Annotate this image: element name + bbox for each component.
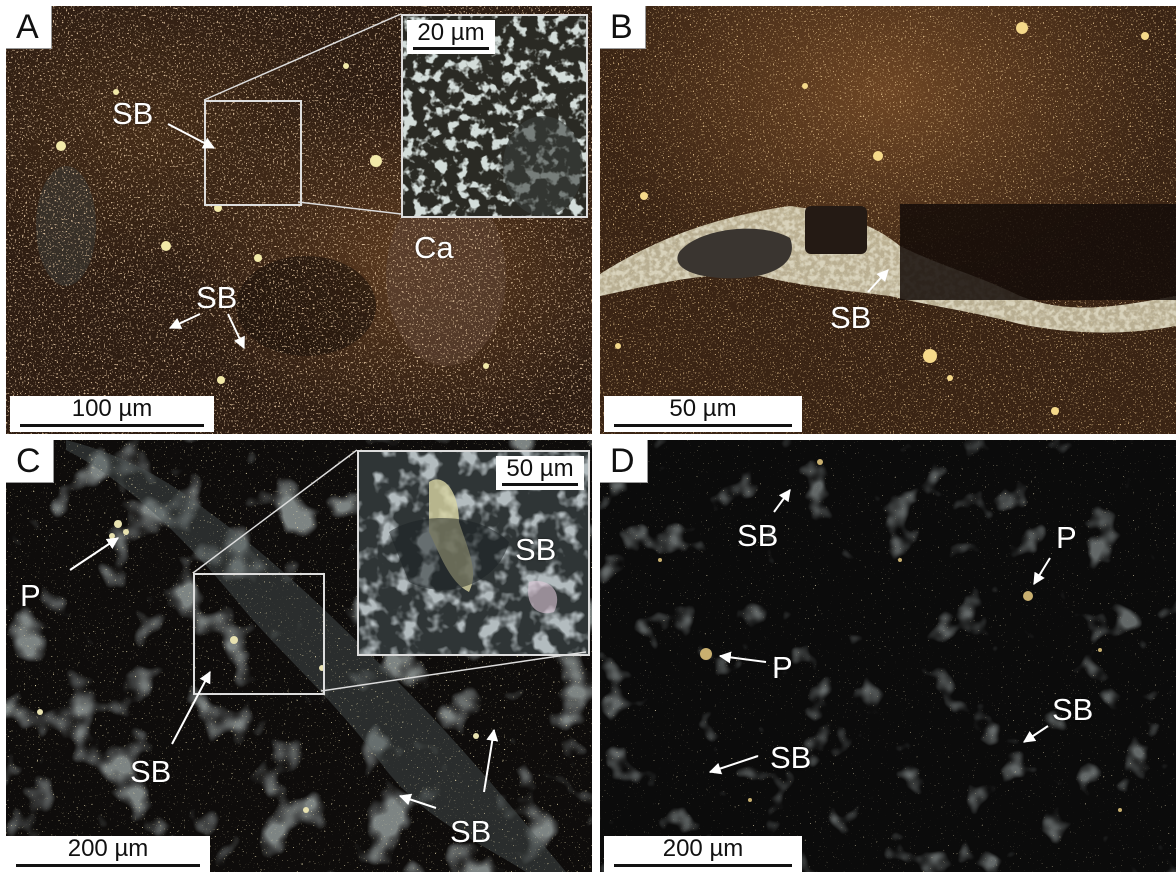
panel-a-letter: A	[6, 6, 52, 49]
panel-a-inset: 20 µm	[401, 14, 588, 218]
panel-b-scale-bar: 50 µm	[604, 396, 802, 432]
panel-a-scale-bar: 100 µm	[10, 396, 214, 432]
panel-a-inset-scale-label: 20 µm	[417, 19, 485, 46]
panel-c-inset-scale-bar: 50 µm	[496, 456, 584, 490]
panel-c-scale-bar: 200 µm	[6, 836, 210, 872]
panel-c-letter: C	[6, 440, 54, 483]
panel-a-label-ca: Ca	[414, 230, 454, 265]
panel-c-scale-label: 200 µm	[67, 835, 149, 862]
panel-d-micrograph	[600, 440, 1176, 872]
panel-c-inset-scale-label: 50 µm	[506, 455, 574, 482]
panel-a-label-sb-upper: SB	[112, 96, 154, 131]
panel-b: B SB 50 µm	[600, 6, 1176, 434]
panel-d-label-p-mid: P	[772, 650, 793, 685]
panel-a-zoom-box	[204, 100, 302, 206]
panel-d-label-sb-top: SB	[737, 518, 779, 553]
panel-c-inset: SB 50 µm	[357, 450, 590, 656]
panel-d-label-sb-right: SB	[1052, 692, 1094, 727]
panel-c: SB 50 µm C P SB SB 200 µm	[6, 440, 592, 872]
panel-a-inset-scale-bar: 20 µm	[407, 20, 495, 54]
panel-c-inset-label-sb: SB	[515, 532, 557, 567]
panel-d-label-sb-low: SB	[770, 740, 812, 775]
panel-c-label-p: P	[20, 578, 41, 613]
panel-b-micrograph	[600, 6, 1176, 434]
panel-b-label-sb: SB	[830, 300, 872, 335]
panel-a-scale-label: 100 µm	[71, 395, 153, 422]
panel-a: 20 µm A SB SB Ca 100 µm	[6, 6, 592, 434]
panel-d-label-p-right: P	[1056, 520, 1077, 555]
panel-c-zoom-box	[193, 573, 325, 695]
panel-c-label-sb-left: SB	[130, 754, 172, 789]
panel-d-scale-label: 200 µm	[662, 835, 744, 862]
panel-a-label-sb-lower: SB	[196, 280, 238, 315]
panel-b-scale-label: 50 µm	[669, 395, 737, 422]
panel-b-letter: B	[600, 6, 646, 49]
panel-d-scale-bar: 200 µm	[604, 836, 802, 872]
panel-d-letter: D	[600, 440, 648, 483]
panel-d: D SB P P SB SB 200 µm	[600, 440, 1176, 872]
panel-c-label-sb-right: SB	[450, 814, 492, 849]
